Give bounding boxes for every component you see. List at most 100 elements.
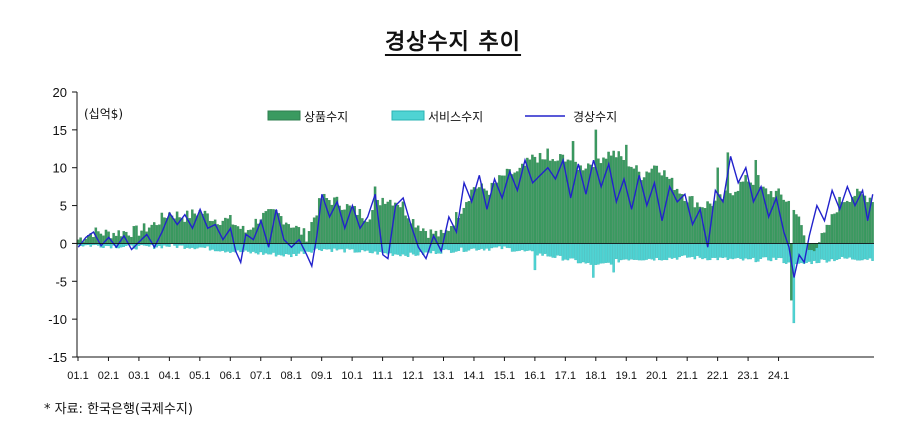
services-bar	[277, 243, 280, 255]
services-bar	[556, 243, 560, 256]
services-bar	[122, 243, 126, 247]
services-bar	[868, 243, 872, 259]
goods-bar	[594, 129, 598, 244]
services-bar	[693, 243, 697, 260]
services-bar	[683, 243, 686, 256]
services-bar	[348, 243, 351, 250]
services-bar	[399, 243, 402, 257]
services-bar	[508, 243, 511, 249]
goods-bar	[683, 200, 686, 244]
goods-bar	[241, 225, 245, 244]
legend-goods-label: 상품수지	[304, 110, 348, 124]
goods-bar	[406, 218, 410, 244]
services-bar	[782, 243, 785, 264]
services-bar	[472, 243, 476, 249]
goods-bar	[736, 190, 740, 244]
goods-bar	[419, 230, 422, 244]
goods-bar	[787, 200, 791, 244]
services-bar	[528, 243, 532, 251]
services-bar	[264, 243, 268, 254]
services-bar	[518, 243, 521, 251]
goods-bar	[820, 233, 824, 244]
goods-bar	[99, 233, 103, 244]
goods-bar	[569, 160, 572, 244]
unit-label: (십억$)	[84, 107, 123, 121]
services-bar	[673, 243, 676, 258]
goods-bar	[546, 148, 549, 244]
services-bar	[607, 243, 610, 263]
services-bar	[856, 243, 859, 261]
goods-bar	[848, 202, 851, 244]
goods-bar	[404, 215, 407, 244]
y-tick-label: -5	[55, 274, 67, 289]
goods-bar	[797, 216, 801, 244]
services-bar	[642, 243, 646, 261]
goods-bar	[576, 169, 580, 244]
services-bar	[871, 243, 874, 261]
services-bar	[513, 243, 516, 252]
goods-bar	[823, 232, 826, 244]
services-bar	[762, 243, 765, 258]
services-bar	[81, 243, 85, 247]
services-bar	[848, 243, 851, 258]
services-bar	[691, 243, 694, 257]
services-bar	[363, 243, 367, 252]
goods-bar	[328, 200, 331, 244]
services-bar	[521, 243, 524, 251]
services-bar	[602, 243, 605, 264]
current-account-line	[77, 156, 874, 278]
goods-bar	[307, 231, 311, 244]
goods-bar	[234, 225, 237, 244]
services-bar	[764, 243, 768, 258]
x-tick-label: 19.1	[616, 370, 637, 382]
services-bar	[838, 243, 841, 260]
services-bar	[752, 243, 755, 258]
services-bar	[500, 243, 504, 250]
services-bar	[696, 243, 699, 256]
goods-bar	[183, 221, 186, 244]
services-bar	[391, 243, 395, 256]
x-tick-label: 05.1	[189, 370, 210, 382]
services-bar	[736, 243, 740, 258]
services-bar	[620, 243, 623, 261]
services-bar	[297, 243, 301, 254]
services-bar	[444, 243, 448, 250]
services-bar	[257, 243, 260, 255]
goods-bar	[815, 243, 818, 248]
goods-bar	[769, 191, 773, 244]
services-bar	[658, 243, 661, 261]
goods-bar	[795, 214, 798, 244]
services-bar	[744, 243, 747, 259]
services-bar	[147, 243, 151, 247]
services-bar	[193, 243, 197, 250]
services-bar	[396, 243, 400, 255]
y-tick-label: 5	[60, 199, 67, 214]
x-tick-label: 24.1	[768, 370, 789, 382]
services-bar	[376, 243, 379, 255]
services-bar	[325, 243, 329, 250]
services-bar	[592, 243, 595, 278]
goods-bar	[135, 225, 138, 244]
goods-bar	[856, 188, 859, 244]
services-bar	[274, 243, 278, 257]
services-bar	[330, 243, 334, 252]
services-bar	[589, 243, 593, 265]
services-bar	[731, 243, 735, 260]
services-bar	[665, 243, 669, 261]
services-bar	[279, 243, 283, 256]
services-bar	[559, 243, 562, 256]
goods-bar	[551, 159, 554, 244]
services-bar	[447, 243, 450, 251]
goods-bar	[208, 220, 212, 244]
goods-bar	[383, 203, 387, 244]
services-bar	[670, 243, 674, 259]
goods-bar	[752, 184, 755, 244]
services-bar	[749, 243, 752, 260]
services-bar	[259, 243, 263, 253]
services-bar	[597, 243, 600, 265]
goods-bar	[830, 214, 834, 244]
services-bar	[845, 243, 849, 259]
services-bar	[777, 243, 780, 258]
services-bar	[236, 243, 240, 251]
services-bar	[165, 243, 169, 247]
